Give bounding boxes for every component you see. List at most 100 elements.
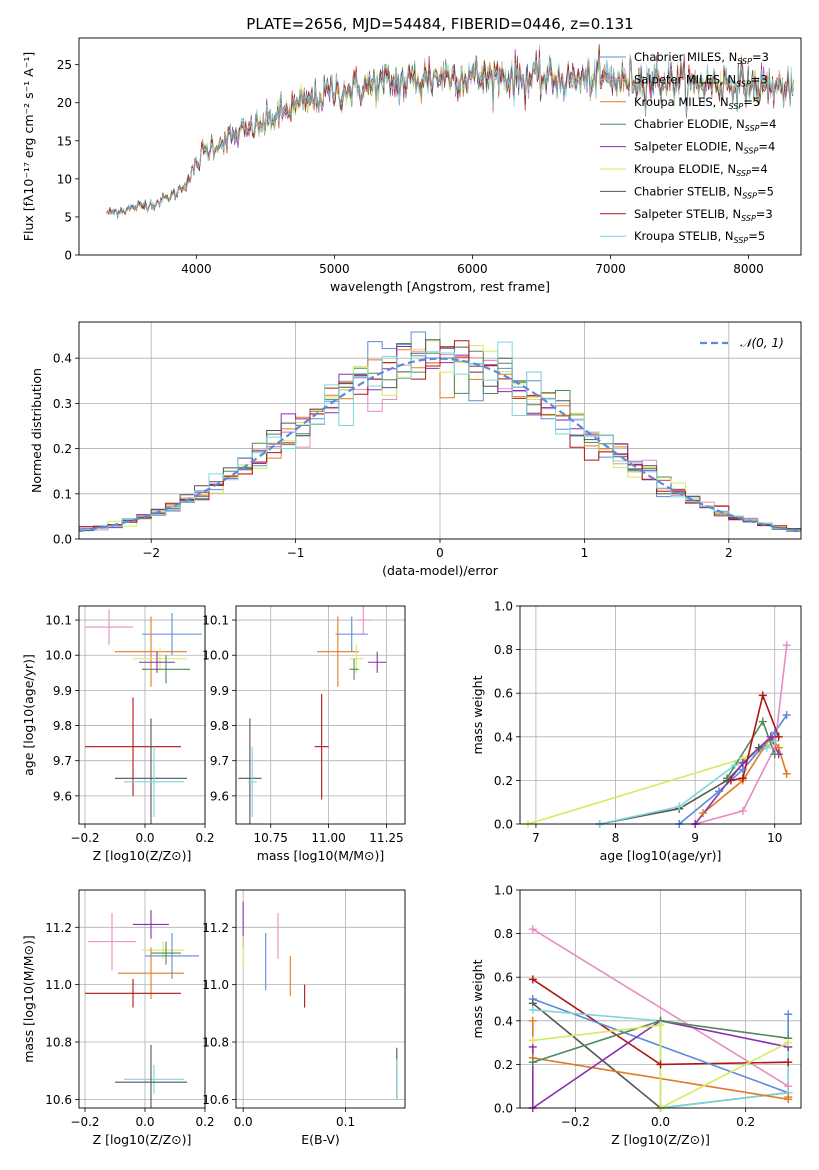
spectrum-xtick-label-2: 6000 bbox=[457, 262, 488, 276]
weight-vs-age-panel: 7 8 9 10 0.0 0.2 0.4 0.6 0.8 1.0 age [log10(age/yr… bbox=[470, 600, 802, 863]
residuals-ytick-label-1: 0.1 bbox=[53, 487, 72, 501]
spectrum-series-line-8 bbox=[106, 54, 794, 217]
mass-vs-ebv-panel: 0.0 0.1 10.6 10.8 11.0 11.2 E(B-V) bbox=[202, 889, 406, 1147]
residuals-normal-curve bbox=[79, 357, 801, 533]
spectrum-ytick-label-2: 10 bbox=[57, 172, 72, 186]
spectrum-ylabel: Flux [fλ10⁻¹⁷ erg cm⁻² s⁻¹ A⁻¹] bbox=[21, 52, 36, 241]
age_vs_mass-xtick-label-0: 10.75 bbox=[254, 831, 288, 845]
residuals-xtick-label-0: −2 bbox=[142, 546, 160, 560]
age_vs_Z-xlabel: Z [log10(Z/Z⊙)] bbox=[93, 848, 192, 863]
age_vs_Z-ylabel: age [log10(age/yr)] bbox=[21, 654, 36, 776]
weight_vs_Z-xtick-label-1: 0.0 bbox=[651, 1115, 670, 1129]
weight_vs_Z-marker-4-0 bbox=[528, 1005, 537, 1014]
age_vs_mass-ytick-label-0: 9.6 bbox=[210, 789, 229, 803]
residuals-panel: −2 −1 0 1 2 0.0 0.1 0.2 0.3 0.4 (data-model)/error… bbox=[29, 321, 802, 578]
spectrum-ytick-label-0: 0 bbox=[64, 249, 72, 263]
weight_vs_Z-frame bbox=[519, 889, 802, 1109]
residuals-frame bbox=[78, 321, 802, 540]
mass_vs_Z-xtick-label-2: 0.2 bbox=[195, 1115, 214, 1129]
weight_vs_age-frame bbox=[519, 605, 802, 825]
mass_vs_Z-plot-area bbox=[85, 910, 199, 1108]
spectrum-xlabel: wavelength [Angstrom, rest frame] bbox=[330, 279, 550, 294]
age_vs_mass-xtick-label-1: 11.00 bbox=[311, 831, 345, 845]
weight_vs_Z-marker-8-1 bbox=[656, 1021, 665, 1030]
residuals-ylabel: Normed distribution bbox=[29, 368, 44, 493]
weight_vs_age-marker-1-3 bbox=[754, 743, 763, 752]
weight_vs_age-ytick-label-3: 0.6 bbox=[494, 687, 513, 701]
spectrum-legend-sub-5: SSP bbox=[736, 169, 751, 178]
spectrum-ytick-label-3: 15 bbox=[57, 134, 72, 148]
weight_vs_age-ytick-label-2: 0.4 bbox=[494, 730, 513, 744]
spectrum-legend-sub-0: SSP bbox=[737, 57, 752, 66]
weight_vs_Z-xtick-label-2: 0.2 bbox=[736, 1115, 755, 1129]
spectrum-legend-text-8: Kroupa STELIB, N bbox=[634, 229, 734, 243]
age_vs_mass-xtick-label-2: 11.25 bbox=[369, 831, 403, 845]
spectrum-legend-label-4: Salpeter ELODIE, NSSP=4 bbox=[634, 140, 775, 156]
spectrum-legend-text-3: Chabrier ELODIE, N bbox=[634, 117, 745, 131]
weight_vs_age-series-line-7 bbox=[726, 719, 776, 779]
weight_vs_age-marker-5-4 bbox=[782, 769, 791, 778]
weight_vs_age-marker-7-2 bbox=[770, 750, 779, 759]
spectrum-legend-label-5: Kroupa ELODIE, NSSP=4 bbox=[634, 162, 768, 178]
spectrum-legend-val-4: =4 bbox=[758, 140, 775, 154]
spectrum-legend-val-8: =5 bbox=[748, 229, 765, 243]
residuals-xlabel: (data-model)/error bbox=[382, 563, 499, 578]
mass_vs_ebv-xlabel: E(B-V) bbox=[301, 1132, 340, 1147]
residuals-hist-step-7 bbox=[79, 340, 801, 532]
spectrum-xtick-label-3: 7000 bbox=[595, 262, 626, 276]
age_vs_Z-ytick-label-2: 9.8 bbox=[53, 719, 72, 733]
weight_vs_age-marker-6-1 bbox=[738, 758, 747, 767]
age-vs-mass-panel: 10.75 11.00 11.25 9.6 9.7 9.8 9.9 10.0 10.1 mass … bbox=[202, 605, 406, 863]
residuals-xtick-label-3: 1 bbox=[581, 546, 589, 560]
mass_vs_Z-ylabel: mass [log10(M/M⊙)] bbox=[21, 935, 36, 1063]
mass_vs_Z-ytick-label-1: 10.8 bbox=[45, 1036, 72, 1050]
weight_vs_age-marker-8-2 bbox=[758, 691, 767, 700]
weight_vs_Z-series-line-0 bbox=[532, 928, 789, 1087]
mass-vs-z-panel: −0.2 0.0 0.2 10.6 10.8 11.0 11.2 Z [log10(Z/Z⊙)… bbox=[21, 889, 215, 1147]
spectrum-legend-label-7: Salpeter STELIB, NSSP=3 bbox=[634, 207, 773, 223]
mass_vs_ebv-ytick-label-0: 10.6 bbox=[202, 1093, 229, 1107]
spectrum-legend-val-2: =5 bbox=[743, 95, 760, 109]
mass_vs_Z-frame bbox=[78, 889, 206, 1109]
spectrum-legend-sub-3: SSP bbox=[745, 124, 760, 133]
spectrum-legend-val-7: =3 bbox=[756, 207, 773, 221]
weight_vs_age-marker-5-0 bbox=[699, 809, 708, 818]
weight_vs_Z-marker-0-0 bbox=[528, 925, 537, 934]
weight_vs_Z-marker-8-3 bbox=[784, 1038, 793, 1047]
weight_vs_Z-ytick-label-4: 0.8 bbox=[494, 927, 513, 941]
weight_vs_Z-marker-1-1 bbox=[656, 1060, 665, 1069]
weight_vs_age-series-line-8 bbox=[730, 692, 780, 782]
mass_vs_Z-xtick-label-0: −0.2 bbox=[70, 1115, 99, 1129]
mass_vs_ebv-ytick-label-2: 11.0 bbox=[202, 978, 229, 992]
weight_vs_Z-ytick-label-5: 1.0 bbox=[494, 884, 513, 898]
weight_vs_age-marker-2-2 bbox=[730, 761, 739, 770]
mass_vs_Z-ytick-label-3: 11.2 bbox=[45, 921, 72, 935]
weight_vs_Z-series-line-4 bbox=[532, 1009, 789, 1108]
weight_vs_Z-marker-7-0 bbox=[528, 1058, 537, 1067]
weight-vs-z-panel: −0.2 0.0 0.2 0.0 0.2 0.4 0.6 0.8 1.0 Z [log10(Z/Z… bbox=[470, 884, 802, 1147]
residuals-xtick-label-2: 0 bbox=[436, 546, 444, 560]
weight_vs_Z-ytick-label-0: 0.0 bbox=[494, 1102, 513, 1116]
spectrum-legend-text-4: Salpeter ELODIE, N bbox=[634, 140, 744, 154]
spectrum-legend-sub-8: SSP bbox=[734, 236, 749, 245]
spectrum-legend-sub-6: SSP bbox=[742, 191, 757, 200]
spectrum-legend-val-6: =5 bbox=[757, 184, 774, 198]
age_vs_mass-ytick-label-4: 10.0 bbox=[202, 649, 229, 663]
age_vs_Z-ytick-label-5: 10.1 bbox=[45, 614, 72, 628]
weight_vs_Z-marker-5-3 bbox=[784, 1093, 793, 1102]
spectrum-legend-sub-4: SSP bbox=[744, 147, 759, 156]
mass_vs_Z-ytick-label-2: 11.0 bbox=[45, 978, 72, 992]
mass_vs_ebv-plot-area bbox=[242, 901, 398, 1100]
mass_vs_ebv-xtick-label-0: 0.0 bbox=[234, 1115, 253, 1129]
mass_vs_ebv-ytick-label-1: 10.8 bbox=[202, 1036, 229, 1050]
age_vs_mass-plot-area bbox=[238, 606, 387, 824]
spectrum-legend-text-6: Chabrier STELIB, N bbox=[634, 184, 742, 198]
spectrum-legend-label-0: Chabrier MILES, NSSP=3 bbox=[634, 50, 769, 66]
weight_vs_age-marker-8-1 bbox=[738, 774, 747, 783]
weight_vs_Z-ytick-label-2: 0.4 bbox=[494, 1014, 513, 1028]
spectrum-legend-sub-7: SSP bbox=[741, 214, 756, 223]
weight_vs_Z-xtick-label-0: −0.2 bbox=[561, 1115, 590, 1129]
spectrum-legend-label-2: Kroupa MILES, NSSP=5 bbox=[634, 95, 760, 111]
spectrum-legend-val-5: =4 bbox=[751, 162, 768, 176]
spectrum-xtick-label-4: 8000 bbox=[733, 262, 764, 276]
